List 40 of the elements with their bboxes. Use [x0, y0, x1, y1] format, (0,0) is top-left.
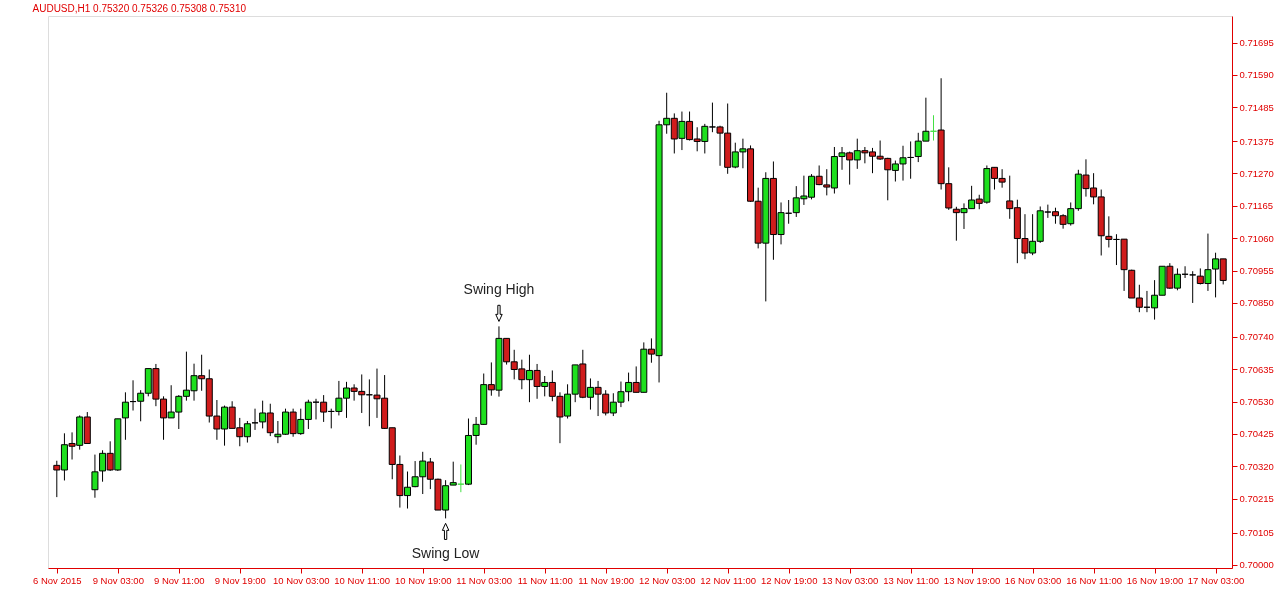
x-tick-label: 11 Nov 11:00 [517, 574, 573, 586]
y-tick-label: 0.70000 [1239, 559, 1274, 571]
y-tick-label: 0.71485 [1239, 101, 1274, 113]
y-tick-label: 0.71695 [1239, 37, 1274, 49]
y-tick-label: 0.70425 [1239, 428, 1274, 440]
y-tick-label: 0.70215 [1239, 493, 1274, 505]
x-tick-label: 13 Nov 03:00 [821, 574, 879, 586]
x-tick-label: 13 Nov 19:00 [943, 574, 1001, 586]
y-tick-label: 0.71060 [1239, 232, 1274, 244]
x-tick-label: 6 Nov 2015 [33, 574, 82, 586]
y-tick-label: 0.71375 [1239, 135, 1274, 147]
x-tick-label: 12 Nov 03:00 [638, 574, 696, 586]
y-tick-label: 0.70740 [1239, 331, 1274, 343]
annotation: Swing High [463, 281, 535, 298]
y-tick-label: 0.71590 [1239, 69, 1274, 81]
y-tick-label: 0.70635 [1239, 363, 1274, 375]
x-tick-label: 16 Nov 11:00 [1066, 574, 1122, 586]
x-tick-label: 9 Nov 03:00 [92, 574, 144, 586]
y-tick-label: 0.70530 [1239, 396, 1274, 408]
x-tick-label: 12 Nov 19:00 [760, 574, 818, 586]
x-tick-label: 10 Nov 19:00 [394, 574, 452, 586]
x-tick-label: 16 Nov 03:00 [1004, 574, 1062, 586]
x-tick-label: 13 Nov 11:00 [883, 574, 940, 586]
x-tick-label: 9 Nov 19:00 [214, 574, 266, 586]
y-tick-label: 0.71165 [1239, 200, 1274, 212]
x-tick-label: 10 Nov 11:00 [334, 574, 391, 586]
y-tick-label: 0.71270 [1239, 167, 1274, 179]
x-tick-label: 12 Nov 11:00 [700, 574, 757, 586]
x-tick-label: 9 Nov 11:00 [154, 574, 205, 586]
y-tick-label: 0.70320 [1239, 460, 1274, 472]
x-tick-label: 11 Nov 03:00 [456, 574, 513, 586]
x-tick-label: 10 Nov 03:00 [273, 574, 330, 586]
annotation: Swing Low [411, 545, 481, 562]
y-tick-label: 0.70955 [1239, 265, 1274, 277]
x-tick-label: 16 Nov 19:00 [1126, 574, 1184, 586]
y-tick-label: 0.70105 [1239, 527, 1274, 539]
x-tick-label: 11 Nov 19:00 [578, 574, 635, 586]
y-tick-label: 0.70850 [1239, 297, 1274, 309]
x-tick-label: 17 Nov 03:00 [1187, 574, 1245, 586]
chart-title: AUDUSD,H1 0.75320 0.75326 0.75308 0.75310 [32, 3, 247, 14]
